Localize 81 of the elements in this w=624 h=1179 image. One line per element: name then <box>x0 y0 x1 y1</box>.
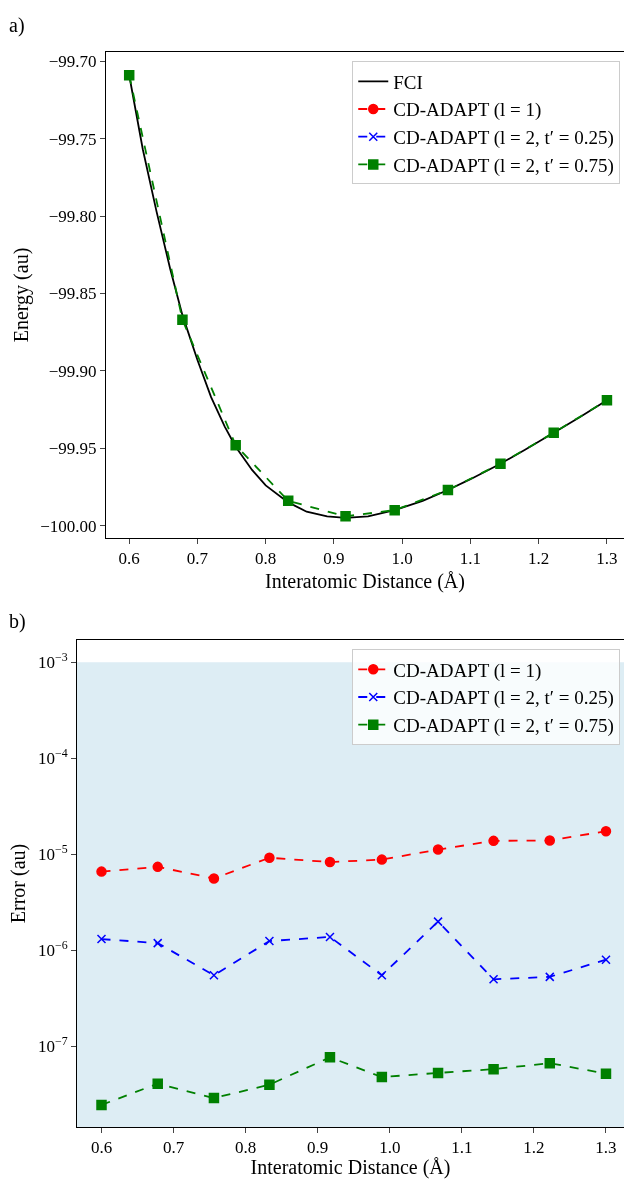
y-tick-label: −99.85 <box>48 284 97 304</box>
point <box>495 458 506 469</box>
y-tick-label: 10$^{−3}$ <box>37 649 68 673</box>
x-tick-label: 0.6 <box>90 1138 113 1158</box>
x-axis-title: Interatomic Distance (Å) <box>265 569 465 593</box>
point <box>152 938 163 948</box>
point <box>600 1068 612 1079</box>
point <box>208 1092 220 1104</box>
point <box>488 1063 499 1075</box>
y-axis-title: Error (au) <box>7 843 31 924</box>
legend-label: CD-ADAPT (l = 1) <box>393 99 542 122</box>
x-tick-label: 0.7 <box>162 1138 185 1158</box>
point <box>601 395 613 406</box>
point <box>389 504 400 516</box>
point <box>544 1057 556 1069</box>
legend-label: CD-ADAPT (l = 2, t′ = 0.25) <box>393 127 614 150</box>
point <box>600 825 612 837</box>
y-tick-label: 10$^{−5}$ <box>37 842 68 865</box>
x-tick-label: 1.3 <box>595 1138 617 1158</box>
y-tick-label: 10$^{−7}$ <box>37 1034 68 1057</box>
point <box>264 936 275 946</box>
point <box>152 1078 163 1089</box>
legend-label: CD-ADAPT (l = 2, t′ = 0.25) <box>393 687 614 710</box>
y-tick-label: −99.95 <box>48 439 97 459</box>
point <box>177 314 188 326</box>
legend-label: FCI <box>393 71 423 93</box>
x-tick-label: 1.1 <box>459 549 482 569</box>
point <box>264 1079 275 1090</box>
y-tick-label: 10$^{−4}$ <box>37 746 68 769</box>
x-tick-label: 1.2 <box>528 549 550 569</box>
point <box>96 934 107 944</box>
legend-label: CD-ADAPT (l = 2, t′ = 0.75) <box>393 715 614 738</box>
point <box>433 916 443 927</box>
point <box>209 970 219 981</box>
legend-label: CD-ADAPT (l = 2, t′ = 0.75) <box>393 154 614 177</box>
x-tick-label: 0.8 <box>235 1138 257 1158</box>
point <box>264 852 275 864</box>
point <box>230 439 241 451</box>
point <box>282 495 294 507</box>
point <box>324 1052 336 1063</box>
x-tick-label: 0.7 <box>186 549 209 569</box>
y-tick-label: −99.80 <box>48 207 97 227</box>
x-tick-label: 0.9 <box>323 549 345 569</box>
y-tick-label: −99.90 <box>48 361 97 381</box>
x-tick-label: 1.2 <box>523 1138 545 1158</box>
x-tick-label: 0.9 <box>307 1138 329 1158</box>
point <box>96 1099 107 1111</box>
x-tick-label: 1.0 <box>391 549 413 569</box>
x-tick-label: 1.3 <box>596 549 618 569</box>
point <box>488 835 499 847</box>
y-axis-title: Energy (au) <box>9 247 33 343</box>
point <box>488 974 499 985</box>
x-axis-title: Interatomic Distance (Å) <box>250 1156 451 1179</box>
point <box>376 854 388 865</box>
point <box>544 835 556 846</box>
point <box>601 954 611 965</box>
point <box>324 856 336 868</box>
point <box>123 69 135 81</box>
y-tick-label: −99.75 <box>48 129 97 149</box>
point <box>432 844 444 855</box>
x-tick-label: 1.0 <box>379 1138 401 1158</box>
chart-title: a) <box>9 14 25 37</box>
y-tick-label: −100.00 <box>40 516 97 536</box>
y-tick-label: −99.70 <box>48 52 97 72</box>
point <box>432 1067 444 1079</box>
chart-title: b) <box>9 610 26 633</box>
point <box>545 972 555 982</box>
point <box>208 873 220 884</box>
x-tick-label: 1.1 <box>451 1138 473 1158</box>
point <box>548 427 559 438</box>
x-tick-label: 0.6 <box>118 549 140 569</box>
point <box>442 484 454 496</box>
legend-label: CD-ADAPT (l = 1) <box>393 659 542 682</box>
point <box>377 970 387 981</box>
point <box>340 511 351 522</box>
point <box>96 866 107 877</box>
point <box>325 932 335 942</box>
point <box>152 861 163 873</box>
x-tick-label: 0.8 <box>255 549 277 569</box>
point <box>376 1071 388 1083</box>
y-tick-label: 10$^{−6}$ <box>37 938 68 961</box>
